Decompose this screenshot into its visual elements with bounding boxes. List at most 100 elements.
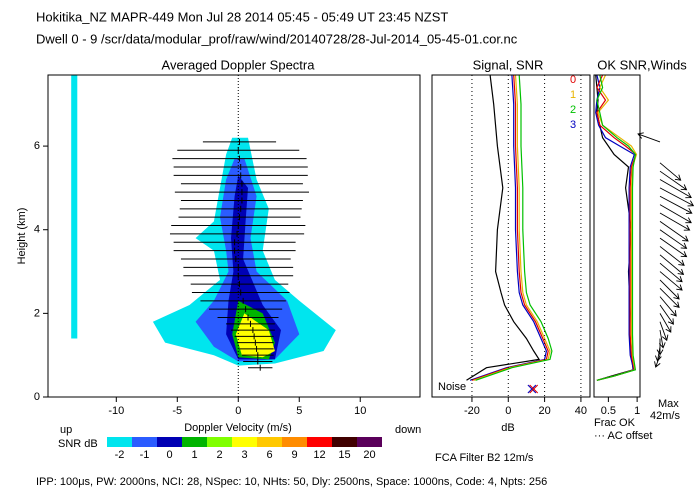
profile-line bbox=[595, 75, 636, 381]
x-tick-label: 0.5 bbox=[601, 405, 616, 417]
y-tick-label: 2 bbox=[34, 307, 40, 319]
colorbar-label: 2 bbox=[216, 449, 222, 461]
legend-entry: 2 bbox=[570, 104, 576, 116]
snr-contour bbox=[195, 158, 300, 362]
wind-arrow bbox=[659, 195, 693, 214]
wind-arrow bbox=[659, 254, 685, 276]
legend-entry: 0 bbox=[570, 74, 576, 86]
colorbar-label: -2 bbox=[115, 449, 125, 461]
wind-arrow bbox=[659, 179, 692, 199]
wind-arrow bbox=[659, 204, 692, 224]
colorbar-label: 20 bbox=[363, 449, 375, 461]
ac-offset-note: ··· AC offset bbox=[594, 430, 652, 442]
header-line2: Dwell 0 - 9 /scr/data/modular_prof/raw/w… bbox=[36, 31, 518, 46]
footer: IPP: 100μs, PW: 2000ns, NCI: 28, NSpec: … bbox=[36, 476, 547, 488]
wind-arrow bbox=[659, 304, 674, 325]
legend-entry: 1 bbox=[570, 89, 576, 101]
x-tick-label: 40 bbox=[575, 405, 587, 417]
up-note: up bbox=[60, 424, 72, 436]
noise-label: Noise bbox=[438, 381, 466, 393]
wind-arrow bbox=[659, 237, 688, 258]
profile-line bbox=[475, 75, 553, 381]
wind-arrow bbox=[659, 321, 669, 342]
y-tick-label: 4 bbox=[34, 224, 40, 236]
profile-line bbox=[471, 75, 549, 381]
colorbar-swatch bbox=[132, 437, 157, 447]
x-axis-label: Doppler Velocity (m/s) bbox=[184, 422, 292, 434]
x-tick-label: 20 bbox=[538, 405, 550, 417]
x-axis-label: Frac OK bbox=[594, 417, 636, 429]
noise-marker bbox=[527, 384, 537, 394]
y-tick-label: 6 bbox=[34, 140, 40, 152]
snr-contour bbox=[71, 75, 78, 339]
panel-title: Signal, SNR bbox=[473, 57, 544, 72]
wind-arrow bbox=[659, 170, 688, 191]
colorbar-swatch bbox=[307, 437, 332, 447]
colorbar-swatch bbox=[232, 437, 257, 447]
wind-arrow bbox=[659, 271, 683, 291]
colorbar-label: 3 bbox=[241, 449, 247, 461]
colorbar-label: -1 bbox=[140, 449, 150, 461]
profile-line bbox=[596, 75, 637, 381]
wind-arrow bbox=[659, 229, 688, 249]
panel-frame bbox=[593, 74, 641, 398]
profile-line bbox=[473, 75, 551, 381]
y-tick-label: 0 bbox=[34, 391, 40, 403]
x-tick-label: 1 bbox=[634, 405, 640, 417]
wind-arrow bbox=[659, 279, 680, 300]
wind-arrow bbox=[659, 162, 682, 181]
colorbar-swatch bbox=[107, 437, 132, 447]
wind-arrow bbox=[659, 287, 680, 308]
wind-arrow bbox=[659, 296, 677, 317]
noise-marker bbox=[529, 384, 539, 394]
x-tick-label: 10 bbox=[354, 405, 366, 417]
profile-line bbox=[466, 75, 541, 381]
x-tick-label: 0 bbox=[505, 405, 511, 417]
wind-arrow bbox=[659, 313, 672, 333]
colorbar-swatch bbox=[357, 437, 382, 447]
colorbar-label: 1 bbox=[191, 449, 197, 461]
colorbar-label: 15 bbox=[338, 449, 350, 461]
max-label: Max bbox=[658, 398, 679, 410]
colorbar-swatch bbox=[257, 437, 282, 447]
colorbar-swatch bbox=[157, 437, 182, 447]
panel-frame bbox=[431, 74, 591, 398]
colorbar-swatch bbox=[182, 437, 207, 447]
noise-stroke bbox=[529, 384, 539, 394]
x-tick-label: -5 bbox=[172, 405, 182, 417]
colorbar-swatch bbox=[282, 437, 307, 447]
colorbar-label: 6 bbox=[266, 449, 272, 461]
wind-arrow bbox=[656, 338, 664, 356]
colorbar-label: 0 bbox=[166, 449, 172, 461]
colorbar-title: SNR dB bbox=[58, 438, 98, 450]
max-value: 42m/s bbox=[650, 410, 680, 422]
wind-arrow bbox=[659, 262, 683, 283]
colorbar-swatch bbox=[207, 437, 232, 447]
colorbar-label: 12 bbox=[313, 449, 325, 461]
colorbar-label: 9 bbox=[291, 449, 297, 461]
x-axis-label: dB bbox=[501, 422, 514, 434]
snr-contour bbox=[235, 313, 275, 358]
filter-note: FCA Filter B2 12m/s bbox=[435, 452, 534, 464]
profile-line bbox=[596, 75, 637, 381]
colorbar-swatch bbox=[332, 437, 357, 447]
y-axis-label: Height (km) bbox=[16, 208, 28, 265]
x-tick-label: 0 bbox=[235, 405, 241, 417]
x-tick-label: -10 bbox=[108, 405, 124, 417]
x-tick-label: 5 bbox=[296, 405, 302, 417]
wind-arrow bbox=[659, 220, 689, 242]
wind-arrow bbox=[659, 246, 685, 266]
noise-stroke bbox=[527, 384, 537, 394]
wind-arrow bbox=[659, 187, 695, 207]
panel-title: OK SNR,Winds bbox=[597, 57, 687, 72]
header-line1: Hokitika_NZ MAPR-449 Mon Jul 28 2014 05:… bbox=[36, 9, 448, 24]
x-tick-label: -20 bbox=[464, 405, 480, 417]
profile-line bbox=[469, 75, 548, 381]
panel-title: Averaged Doppler Spectra bbox=[162, 57, 316, 72]
legend-entry: 3 bbox=[570, 119, 576, 131]
down-note: down bbox=[395, 424, 421, 436]
wind-arrow bbox=[659, 212, 691, 231]
panel-frame bbox=[47, 74, 421, 398]
